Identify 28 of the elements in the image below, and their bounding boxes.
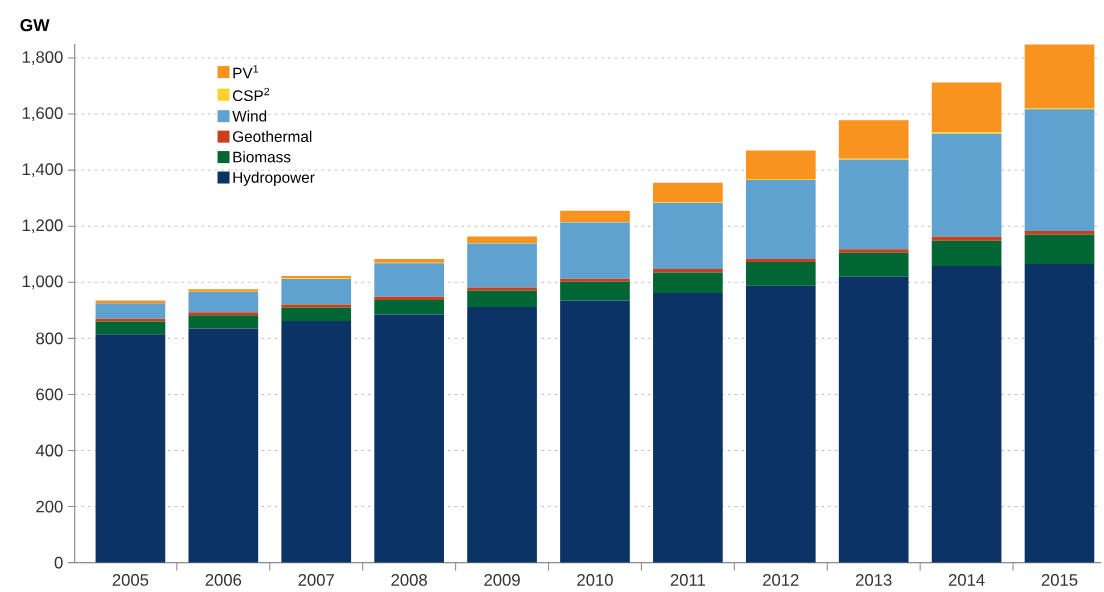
y-tick-label: 0: [54, 556, 63, 569]
x-tick-label: 2012: [763, 574, 799, 586]
legend-label: Hydropower: [233, 171, 315, 186]
y-tick-label: 1,800: [22, 51, 63, 65]
y-tick-label: 400: [35, 444, 63, 457]
x-tick-label: 2008: [391, 574, 427, 586]
x-tick-label: 2007: [298, 574, 334, 586]
y-tick-label: 600: [36, 388, 63, 401]
legend-label: Biomass: [233, 151, 291, 163]
x-tick-label: 2013: [856, 574, 892, 586]
y-tick-label: 200: [36, 500, 63, 513]
y-tick-label: 1,200: [22, 219, 63, 234]
y-tick-label: 1,600: [22, 107, 63, 121]
x-tick-label: 2005: [112, 574, 149, 586]
legend-label: Wind: [232, 110, 267, 122]
legend-label: Geothermal: [232, 130, 312, 143]
y-tick-label: 1,000: [22, 275, 63, 290]
x-tick-label: 2010: [577, 574, 613, 586]
x-tick-label: 2014: [948, 574, 985, 586]
x-tick-label: 2009: [484, 574, 520, 586]
legend-label: CSP$^{2}$: [232, 87, 270, 102]
y-tick-label: 800: [36, 332, 63, 345]
legend-label: PV$^{1}$: [233, 65, 259, 79]
y-axis-title: GW: [20, 19, 50, 32]
x-tick-label: 2011: [670, 574, 705, 586]
y-tick-label: 1,400: [22, 163, 63, 178]
x-tick-label: 2006: [205, 574, 242, 586]
x-tick-label: 2015: [1041, 574, 1078, 586]
